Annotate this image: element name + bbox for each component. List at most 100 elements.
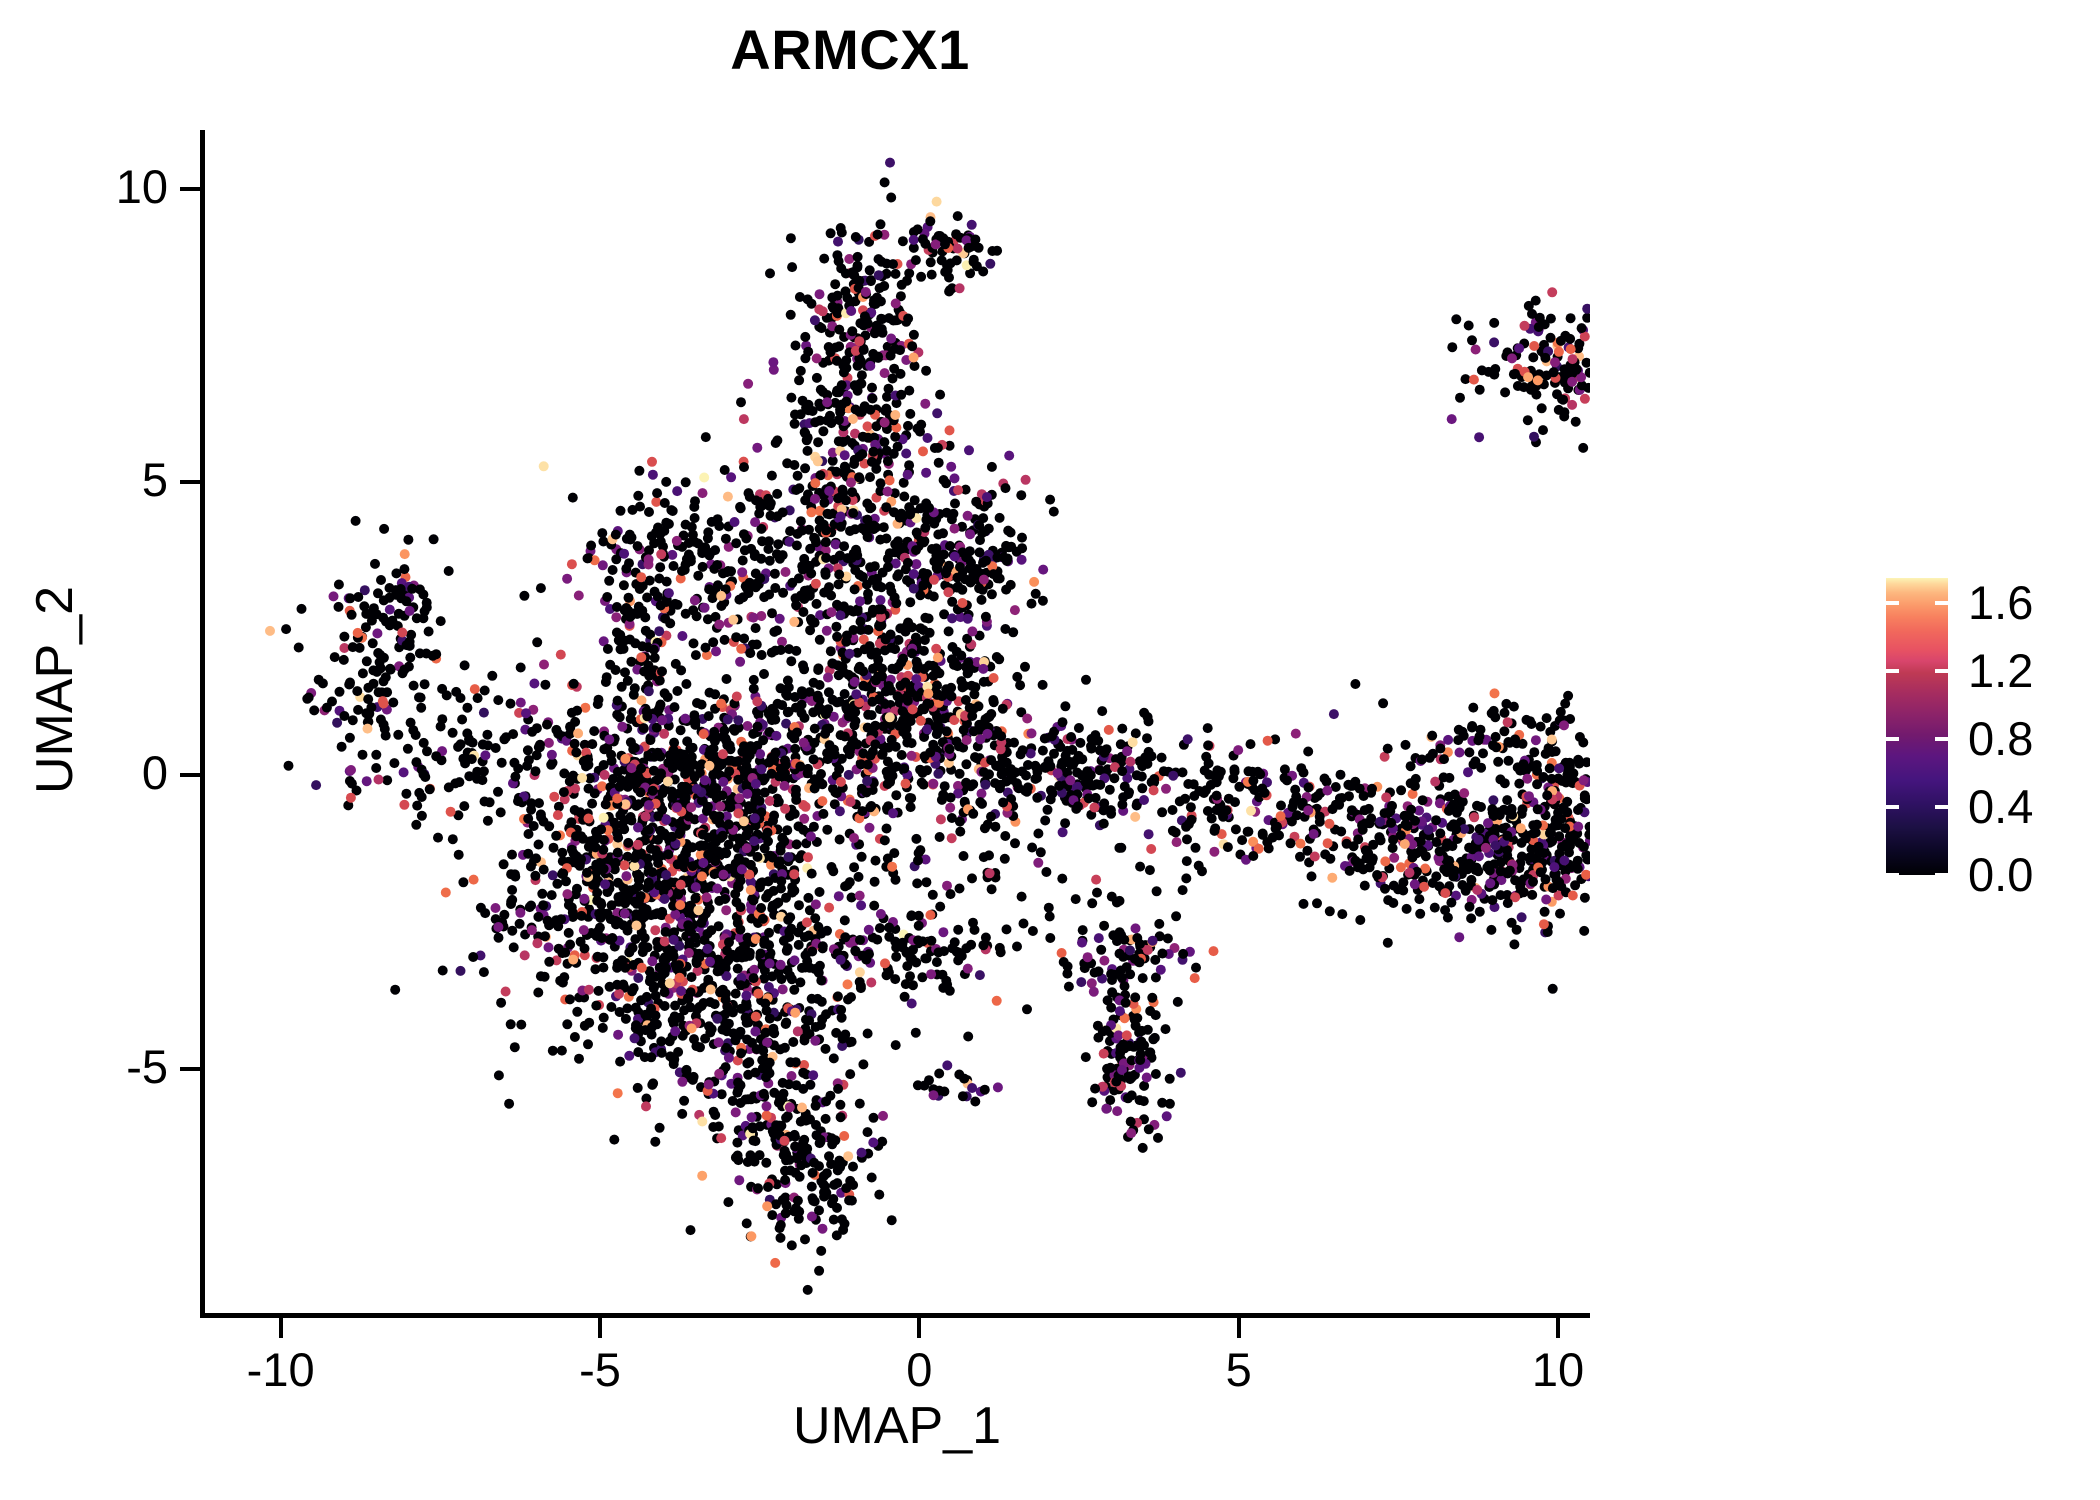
scatter-point	[1218, 811, 1229, 822]
scatter-point	[624, 947, 635, 958]
scatter-point	[869, 328, 880, 339]
scatter-point	[794, 292, 805, 302]
scatter-point	[918, 446, 928, 457]
scatter-point	[918, 580, 929, 591]
scatter-point	[806, 868, 817, 879]
scatter-point	[589, 879, 600, 890]
scatter-point	[815, 384, 826, 395]
scatter-point	[865, 802, 876, 813]
scatter-point	[1183, 779, 1194, 789]
scatter-point	[644, 545, 654, 556]
scatter-point	[633, 973, 644, 983]
scatter-point	[696, 795, 707, 806]
scatter-point	[830, 279, 841, 290]
scatter-point	[717, 830, 728, 841]
scatter-point	[897, 236, 908, 247]
scatter-point	[693, 570, 704, 581]
scatter-point	[758, 735, 769, 746]
scatter-point	[423, 626, 434, 637]
scatter-point	[440, 887, 451, 898]
scatter-point	[597, 560, 608, 571]
scatter-point	[611, 627, 622, 638]
scatter-point	[816, 975, 827, 986]
scatter-point	[723, 819, 734, 830]
scatter-point	[857, 571, 868, 582]
scatter-point	[863, 709, 874, 720]
scatter-point	[634, 465, 645, 476]
scatter-point	[661, 517, 672, 528]
scatter-point	[858, 748, 869, 759]
scatter-point	[610, 857, 621, 868]
scatter-point	[756, 500, 767, 511]
scatter-point	[737, 567, 748, 578]
scatter-point	[737, 555, 748, 566]
scatter-point	[834, 696, 845, 707]
scatter-point	[890, 539, 901, 550]
scatter-point	[911, 545, 921, 556]
scatter-point	[893, 569, 904, 580]
scatter-point	[762, 827, 773, 838]
scatter-point	[1057, 827, 1068, 838]
scatter-point	[844, 254, 855, 264]
scatter-point	[982, 728, 993, 739]
scatter-point	[526, 804, 537, 815]
scatter-point	[791, 600, 802, 611]
scatter-point	[912, 692, 923, 702]
scatter-point	[831, 788, 842, 799]
scatter-point	[1263, 843, 1274, 854]
scatter-point	[825, 1090, 836, 1101]
scatter-point	[714, 1068, 725, 1079]
scatter-point	[994, 783, 1005, 794]
scatter-point	[604, 934, 615, 945]
scatter-point	[985, 258, 996, 269]
scatter-point	[856, 1147, 867, 1158]
scatter-point	[748, 895, 759, 906]
scatter-point	[1023, 760, 1033, 770]
scatter-point	[750, 934, 761, 944]
scatter-point	[620, 1013, 631, 1024]
scatter-point	[1003, 525, 1014, 536]
scatter-point	[742, 721, 753, 731]
scatter-point	[799, 712, 810, 723]
scatter-point	[1290, 728, 1301, 739]
scatter-point	[431, 649, 442, 660]
scatter-point	[988, 697, 999, 708]
scatter-point	[680, 713, 691, 724]
scatter-point	[833, 387, 844, 398]
scatter-point	[868, 1112, 879, 1123]
scatter-point	[1009, 737, 1019, 748]
scatter-point	[667, 792, 678, 803]
scatter-point	[828, 1214, 839, 1225]
scatter-point	[670, 598, 681, 609]
scatter-point	[641, 991, 652, 1002]
scatter-point	[643, 554, 654, 565]
scatter-point	[690, 893, 701, 904]
scatter-point	[764, 1068, 775, 1079]
scatter-point	[647, 469, 658, 480]
scatter-point	[645, 735, 656, 746]
scatter-point	[680, 792, 691, 803]
scatter-point	[657, 788, 668, 799]
scatter-point	[702, 943, 713, 954]
scatter-point	[954, 816, 965, 827]
scatter-point	[815, 470, 826, 481]
scatter-point	[627, 504, 638, 515]
scatter-point	[505, 1019, 516, 1030]
scatter-point	[955, 826, 966, 837]
scatter-point	[510, 871, 521, 882]
scatter-point	[837, 661, 848, 672]
scatter-point	[972, 657, 983, 667]
scatter-point	[849, 833, 859, 843]
scatter-point	[656, 1036, 667, 1047]
scatter-point	[526, 900, 537, 911]
scatter-point	[543, 942, 554, 953]
scatter-point	[1257, 828, 1268, 839]
scatter-point	[879, 177, 890, 188]
scatter-point	[1181, 873, 1192, 884]
scatter-point	[460, 758, 471, 769]
scatter-point	[915, 590, 926, 601]
scatter-point	[752, 442, 763, 453]
scatter-point	[731, 691, 742, 702]
scatter-point	[832, 1178, 843, 1189]
scatter-point	[811, 598, 822, 609]
